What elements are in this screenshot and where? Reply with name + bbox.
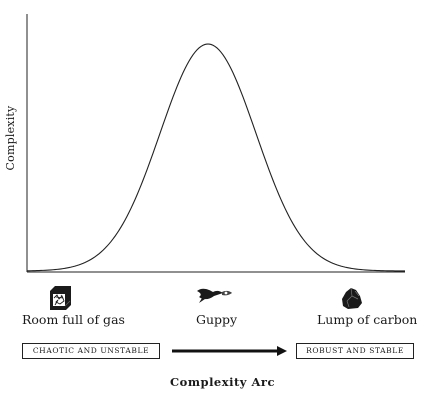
item-label-carbon: Lump of carbon xyxy=(317,312,418,327)
item-label-guppy: Guppy xyxy=(196,312,238,327)
diagram-title: Complexity Arc xyxy=(170,375,275,389)
y-axis-label: Complexity xyxy=(4,105,17,171)
fish-icon xyxy=(197,288,232,303)
stable-tag: ROBUST AND STABLE xyxy=(296,343,414,359)
item-label-gas: Room full of gas xyxy=(22,312,125,327)
gas-box-icon xyxy=(50,286,71,310)
chaotic-tag: CHAOTIC AND UNSTABLE xyxy=(22,343,160,359)
arrow-head xyxy=(277,346,287,356)
complexity-curve xyxy=(26,43,406,272)
carbon-rock-icon xyxy=(342,287,362,309)
